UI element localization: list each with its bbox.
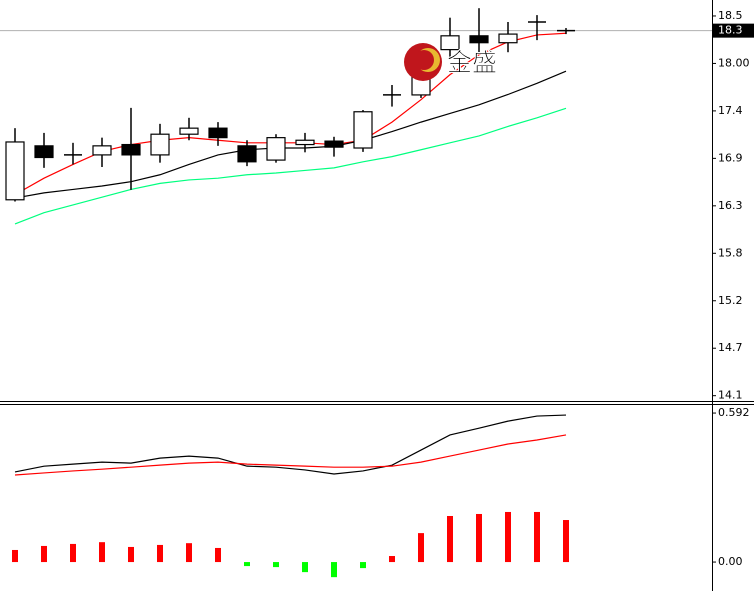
candle-body (498, 33, 518, 44)
histogram-bar (186, 543, 192, 563)
macd-panel (12, 414, 569, 578)
y-tick-label: 15.2 (718, 294, 743, 307)
y-tick-label: 14.1 (718, 389, 743, 402)
histogram-bar (331, 562, 337, 578)
histogram-bar (563, 520, 569, 563)
histogram-bar (447, 515, 453, 563)
histogram-bar (302, 562, 308, 573)
y-tick-label: 0.00 (718, 555, 743, 568)
histogram-bar (99, 542, 105, 563)
y-tick-label: 15.8 (718, 246, 743, 259)
histogram-bar (157, 544, 163, 563)
histogram-bar (534, 511, 540, 563)
candle-body (208, 127, 228, 139)
histogram-bar (41, 545, 47, 563)
histogram-bar (12, 549, 18, 563)
histogram-bar (273, 562, 279, 568)
watermark-logo: 金盛 (404, 43, 498, 81)
price-axis: 18.5 18.00 17.4 16.9 16.3 15.8 15.2 14.7 14.1 18.… (712, 9, 754, 568)
candle-body (440, 35, 460, 51)
price-panel (0, 8, 712, 225)
candle-body (353, 111, 373, 149)
y-tick-label: 14.7 (718, 341, 743, 354)
candle-body (121, 143, 141, 156)
histogram-bar (244, 562, 250, 567)
last-price-box (713, 23, 754, 38)
candle-body (295, 139, 315, 146)
y-tick-label: 18.5 (718, 9, 743, 22)
y-tick-label: 0.592 (718, 406, 750, 419)
candle-body (266, 137, 286, 161)
candle-body (150, 133, 170, 156)
y-tick-label: 18.00 (718, 56, 750, 69)
histogram-bar (476, 513, 482, 563)
candle-body (5, 141, 25, 201)
y-tick-label: 16.9 (718, 151, 743, 164)
last-price-label: 18.3 (718, 24, 743, 37)
y-tick-label: 16.3 (718, 199, 743, 212)
histogram-bar (215, 547, 221, 563)
histogram-bar (70, 543, 76, 563)
candle-body (92, 145, 112, 156)
histogram-bar (360, 562, 366, 569)
indicator-line (14, 70, 567, 199)
histogram-bar (389, 556, 395, 563)
candle-body (34, 145, 54, 159)
candle-body (469, 35, 489, 44)
logo-crescent-cut (414, 50, 434, 70)
histogram-bar (505, 511, 511, 563)
indicator-line (14, 414, 567, 475)
y-tick-label: 17.4 (718, 104, 743, 117)
candle-body (324, 140, 344, 148)
histogram-bar (418, 533, 424, 563)
histogram-bar (128, 546, 134, 563)
indicator-line (14, 434, 567, 476)
candle-body (179, 127, 199, 135)
candle-body (237, 145, 257, 163)
indicator-line (14, 107, 567, 225)
watermark-text: 金盛 (447, 48, 497, 77)
